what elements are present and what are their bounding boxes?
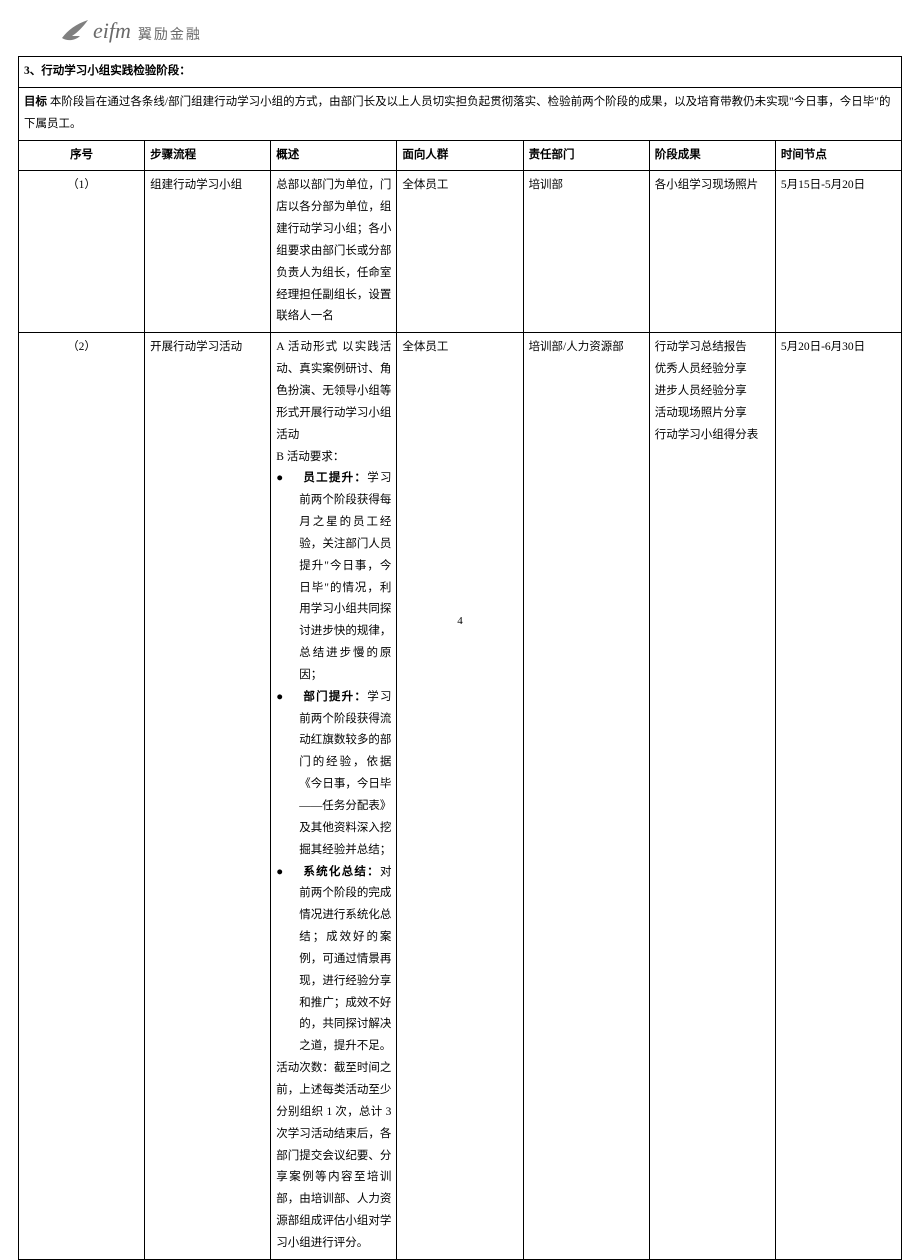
logo-text-cn: 翼励金融 — [138, 24, 202, 44]
row2-b-label: B 活动要求： — [276, 447, 391, 469]
section-title-row: 3、行动学习小组实践检验阶段： — [19, 57, 902, 88]
row2-bullet-2: ● 部门提升：学习前两个阶段获得流动红旗数较多的部门的经验，依据《今日事，今日毕… — [276, 687, 391, 862]
row1-aud: 全体员工 — [397, 171, 523, 333]
header-step: 步骤流程 — [145, 140, 271, 171]
result-line: 活动现场照片分享 — [655, 403, 770, 425]
row2-aud: 全体员工 — [397, 333, 523, 1259]
row2-desc: A 活动形式 以实践活动、真实案例研讨、角色扮演、无领导小组等形式开展行动学习小… — [271, 333, 397, 1259]
header-result: 阶段成果 — [649, 140, 775, 171]
objective-label: 目标 — [24, 96, 47, 108]
row2-dept: 培训部/人力资源部 — [523, 333, 649, 1259]
result-line: 行动学习总结报告 — [655, 337, 770, 359]
bullet-icon: ● — [288, 687, 300, 709]
bullet3-rest: 对前两个阶段的完成情况进行系统化总结；成效好的案例，可通过情景再现，进行经验分享… — [299, 866, 391, 1053]
row1-result: 各小组学习现场照片 — [649, 171, 775, 333]
row2-idx: （2） — [19, 333, 145, 1259]
logo-area: eifm 翼励金融 — [58, 18, 902, 44]
row2-bullet-1: ● 员工提升：学习前两个阶段获得每月之星的员工经验，关注部门人员提升"今日事，今… — [276, 468, 391, 686]
row2-bullet-3: ● 系统化总结：对前两个阶段的完成情况进行系统化总结；成效好的案例，可通过情景再… — [276, 862, 391, 1059]
bird-icon — [58, 18, 92, 44]
table-row: （1） 组建行动学习小组 总部以部门为单位，门店以各分部为单位，组建行动学习小组… — [19, 171, 902, 333]
header-desc: 概述 — [271, 140, 397, 171]
objective-text: 本阶段旨在通过各条线/部门组建行动学习小组的方式，由部门长及以上人员切实担负起贯… — [24, 96, 890, 130]
bullet3-bold: 系统化总结： — [303, 866, 380, 878]
section-title: 3、行动学习小组实践检验阶段： — [19, 57, 902, 88]
bullet-icon: ● — [288, 862, 300, 884]
row1-desc: 总部以部门为单位，门店以各分部为单位，组建行动学习小组；各小组要求由部门长或分部… — [271, 171, 397, 333]
row2-freq: 活动次数：截至时间之前，上述每类活动至少分别组织 1 次，总计 3 次学习活动结… — [276, 1058, 391, 1255]
row2-a-line: A 活动形式 以实践活动、真实案例研讨、角色扮演、无领导小组等形式开展行动学习小… — [276, 337, 391, 446]
result-line: 优秀人员经验分享 — [655, 359, 770, 381]
table-row: （2） 开展行动学习活动 A 活动形式 以实践活动、真实案例研讨、角色扮演、无领… — [19, 333, 902, 1259]
bullet2-bold: 部门提升： — [303, 691, 367, 703]
header-idx: 序号 — [19, 140, 145, 171]
row2-time: 5月20日-6月30日 — [775, 333, 901, 1259]
header-aud: 面向人群 — [397, 140, 523, 171]
row1-idx: （1） — [19, 171, 145, 333]
logo-text-en: eifm — [93, 18, 131, 44]
header-dept: 责任部门 — [523, 140, 649, 171]
result-line: 行动学习小组得分表 — [655, 425, 770, 447]
row1-dept: 培训部 — [523, 171, 649, 333]
bullet1-rest: 学习前两个阶段获得每月之星的员工经验，关注部门人员提升"今日事，今日毕"的情况，… — [299, 472, 391, 681]
bullet-icon: ● — [288, 468, 300, 490]
row2-step: 开展行动学习活动 — [145, 333, 271, 1259]
row1-step: 组建行动学习小组 — [145, 171, 271, 333]
objective-cell: 目标 本阶段旨在通过各条线/部门组建行动学习小组的方式，由部门长及以上人员切实担… — [19, 87, 902, 140]
row1-time: 5月15日-5月20日 — [775, 171, 901, 333]
row2-result: 行动学习总结报告 优秀人员经验分享 进步人员经验分享 活动现场照片分享 行动学习… — [649, 333, 775, 1259]
bullet2-rest: 学习前两个阶段获得流动红旗数较多的部门的经验，依据《今日事，今日毕——任务分配表… — [299, 691, 391, 856]
header-time: 时间节点 — [775, 140, 901, 171]
phase-table: 3、行动学习小组实践检验阶段： 目标 本阶段旨在通过各条线/部门组建行动学习小组… — [18, 56, 902, 1260]
result-line: 进步人员经验分享 — [655, 381, 770, 403]
header-row: 序号 步骤流程 概述 面向人群 责任部门 阶段成果 时间节点 — [19, 140, 902, 171]
bullet1-bold: 员工提升： — [303, 472, 367, 484]
page-number: 4 — [0, 615, 920, 627]
objective-row: 目标 本阶段旨在通过各条线/部门组建行动学习小组的方式，由部门长及以上人员切实担… — [19, 87, 902, 140]
